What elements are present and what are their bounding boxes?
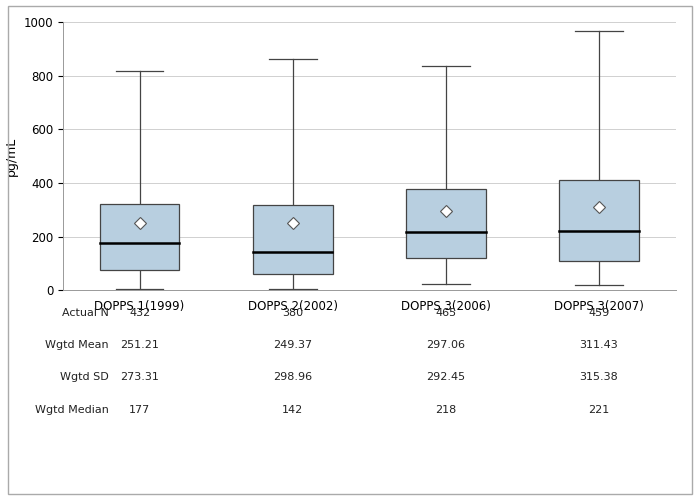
Text: Actual N: Actual N [62, 308, 108, 318]
Text: Wgtd Median: Wgtd Median [34, 405, 108, 415]
Text: 292.45: 292.45 [426, 372, 466, 382]
Text: 249.37: 249.37 [273, 340, 312, 350]
Y-axis label: pg/mL: pg/mL [5, 136, 18, 176]
Text: 298.96: 298.96 [273, 372, 312, 382]
Text: 432: 432 [129, 308, 150, 318]
Bar [559, 180, 638, 261]
Text: 273.31: 273.31 [120, 372, 159, 382]
Text: 177: 177 [129, 405, 150, 415]
Text: 142: 142 [282, 405, 303, 415]
Bar [253, 205, 332, 274]
Text: Wgtd Mean: Wgtd Mean [45, 340, 108, 350]
Text: 297.06: 297.06 [426, 340, 466, 350]
Bar [99, 204, 179, 270]
Text: 311.43: 311.43 [580, 340, 618, 350]
Text: Wgtd SD: Wgtd SD [60, 372, 108, 382]
Text: 315.38: 315.38 [580, 372, 618, 382]
Text: 459: 459 [588, 308, 610, 318]
Text: 218: 218 [435, 405, 456, 415]
Text: 380: 380 [282, 308, 303, 318]
Text: 465: 465 [435, 308, 456, 318]
Text: 251.21: 251.21 [120, 340, 159, 350]
Text: 221: 221 [588, 405, 610, 415]
Bar [406, 189, 486, 258]
